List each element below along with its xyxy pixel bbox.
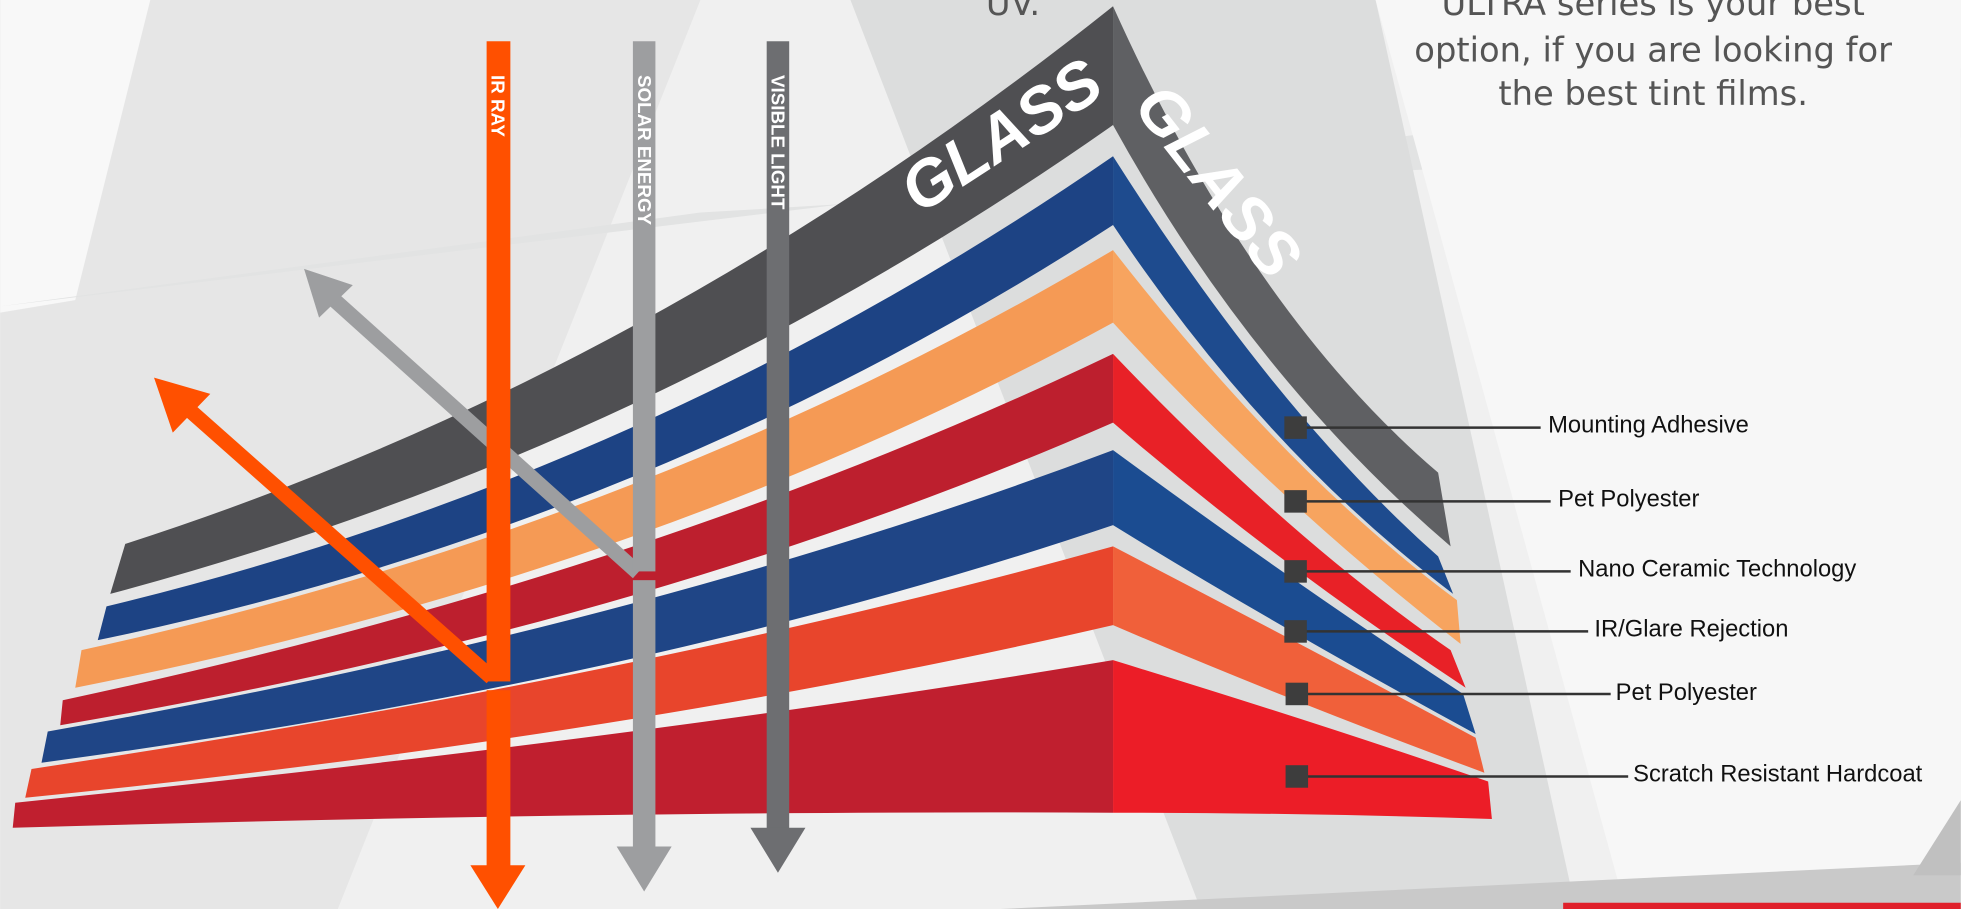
bg-shape (1000, 862, 1961, 909)
ray-label: VISIBLE LIGHT (768, 75, 789, 210)
ir-ray (486, 690, 511, 868)
intro-line: ULTRA series is your best (1442, 0, 1865, 23)
reflected-solar (326, 291, 643, 579)
layer-polyester (75, 250, 1114, 688)
layer-label: Pet Polyester (1558, 485, 1699, 512)
arrowhead (154, 377, 211, 433)
reflected-ir (180, 400, 497, 684)
callout-marker (1284, 490, 1307, 513)
layer-nano (1113, 353, 1466, 688)
glass (110, 6, 1114, 594)
intro-fragment: UV. (986, 0, 1040, 23)
callouts (1305, 426, 1629, 778)
bg-shape (1913, 800, 1961, 876)
intro-line: the best tint films. (1498, 74, 1808, 113)
glass (1113, 6, 1451, 547)
solar-ray (632, 580, 656, 849)
visible-ray (766, 41, 790, 832)
layer-ir (1113, 450, 1476, 734)
intro-line: option, if you are looking for (1414, 30, 1892, 69)
layer-ir (41, 450, 1114, 763)
callout-marker (1284, 560, 1307, 583)
callout-marker (1284, 620, 1307, 643)
layer-label: Pet Polyester (1616, 679, 1757, 706)
callout-marker (1284, 416, 1307, 439)
arrowhead (304, 268, 353, 318)
layer-label: Scratch Resistant Hardcoat (1633, 760, 1922, 787)
arrowhead (470, 865, 526, 909)
callout-markers (1284, 416, 1309, 788)
ray-label: IR RAY (488, 75, 509, 137)
layer-adhesive (97, 156, 1114, 641)
bg-shape (1375, 0, 1961, 909)
layer-hardcoat (12, 660, 1114, 828)
layer-polyester (25, 546, 1114, 798)
layer-label: IR/Glare Rejection (1594, 615, 1788, 642)
layer-polyester (1113, 546, 1485, 773)
bg-shape (0, 0, 151, 313)
ray-label: SOLAR ENERGY (634, 75, 655, 226)
layer-label: Mounting Adhesive (1548, 412, 1749, 439)
layer-adhesive (1113, 156, 1454, 594)
layer-label: Nano Ceramic Technology (1578, 555, 1856, 582)
layer-polyester (1113, 250, 1461, 644)
rays (154, 41, 806, 909)
solar-ray (632, 41, 656, 572)
layer-hardcoat (1113, 660, 1492, 819)
arrowhead (750, 827, 806, 873)
bg-strip (1563, 902, 1961, 909)
arrowhead (616, 846, 672, 892)
layer-stack (12, 6, 1492, 828)
callout-marker (1285, 765, 1309, 788)
ir-ray (486, 41, 511, 682)
layer-nano (60, 353, 1114, 726)
callout-marker (1285, 682, 1309, 706)
